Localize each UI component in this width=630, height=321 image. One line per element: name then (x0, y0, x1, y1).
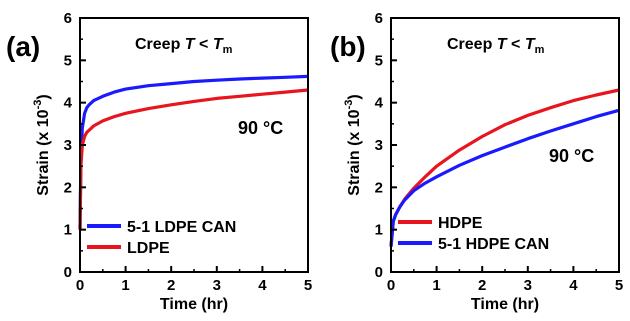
x-axis-label: Time (hr) (160, 296, 228, 313)
y-tick-label: 6 (64, 10, 72, 27)
y-axis-label: Strain (x 10-3) (32, 94, 52, 195)
chart-title-text: Creep (135, 36, 185, 53)
y-axis-label-end: ) (35, 94, 52, 99)
x-tick-label: 0 (76, 277, 84, 294)
series-line-5-1-hdpe-can (389, 108, 620, 247)
x-axis-label: Time (hr) (471, 296, 539, 313)
chart-title-subscript: m (535, 44, 545, 56)
legend-label: LDPE (127, 240, 170, 257)
y-tick-label: 2 (375, 179, 383, 196)
y-tick-label: 6 (375, 10, 383, 27)
y-tick-label: 1 (375, 222, 383, 239)
x-tick-label: 0 (387, 277, 395, 294)
y-axis-label-exponent: -3 (343, 100, 355, 110)
y-tick-label: 5 (64, 52, 72, 69)
y-tick-label: 1 (64, 222, 72, 239)
chart-title-symbol: T (213, 36, 224, 53)
chart-title: Creep T < Tm (135, 36, 233, 56)
panel-label: (a) (6, 31, 40, 62)
temperature-annotation: 90 °C (238, 118, 283, 138)
y-tick-label: 4 (64, 95, 73, 112)
chart-panel-b: 0 1 2 3 4 5 0 1 2 3 4 5 6 Time (hr) Strain (x 10-3) (b)… (330, 10, 623, 313)
x-tick-label: 2 (478, 277, 486, 294)
chart-title-text: Creep (447, 36, 497, 53)
temperature-annotation: 90 °C (549, 146, 594, 166)
x-tick-label: 1 (121, 277, 129, 294)
y-tick-label: 2 (64, 179, 72, 196)
y-axis-label-exponent: -3 (32, 100, 44, 110)
legend-label: HDPE (438, 215, 483, 232)
chart-title-subscript: m (223, 44, 233, 56)
y-tick-label: 5 (375, 52, 383, 69)
y-tick-label: 4 (375, 95, 384, 112)
x-tick-label: 1 (432, 277, 440, 294)
x-tick-label: 5 (615, 277, 623, 294)
series-line-ldpe (78, 88, 309, 230)
legend-label: 5-1 LDPE CAN (127, 219, 236, 236)
plot-frame (390, 17, 620, 273)
x-tick-label: 3 (213, 277, 221, 294)
chart-panel-a: 0 1 2 3 4 5 0 1 2 3 4 5 6 Time (hr) Strain (x 10-3) (a)… (6, 10, 312, 313)
y-tick-label: 3 (375, 137, 383, 154)
x-tick-label: 2 (167, 277, 175, 294)
chart-title-symbol: T (525, 36, 536, 53)
x-tick-label: 3 (524, 277, 532, 294)
y-tick-label: 0 (375, 264, 383, 281)
x-tick-label: 5 (304, 277, 312, 294)
y-axis-label-main: Strain (x 10 (35, 109, 52, 195)
y-tick-label: 3 (64, 137, 72, 154)
chart-title-text: < (507, 36, 525, 53)
x-tick-label: 4 (569, 277, 578, 294)
y-tick-label: 0 (64, 264, 72, 281)
legend-label: 5-1 HDPE CAN (438, 236, 549, 253)
y-axis-label: Strain (x 10-3) (343, 94, 363, 195)
y-axis-label-main: Strain (x 10 (346, 109, 363, 195)
panel-label: (b) (330, 31, 366, 62)
y-axis-label-end: ) (346, 94, 363, 99)
chart-title-text: < (195, 36, 213, 53)
x-tick-label: 4 (258, 277, 267, 294)
chart-title: Creep T < Tm (447, 36, 545, 56)
chart-title-symbol: T (497, 36, 508, 53)
chart-title-symbol: T (185, 36, 196, 53)
series-line-5-1-ldpe-can (78, 74, 309, 230)
